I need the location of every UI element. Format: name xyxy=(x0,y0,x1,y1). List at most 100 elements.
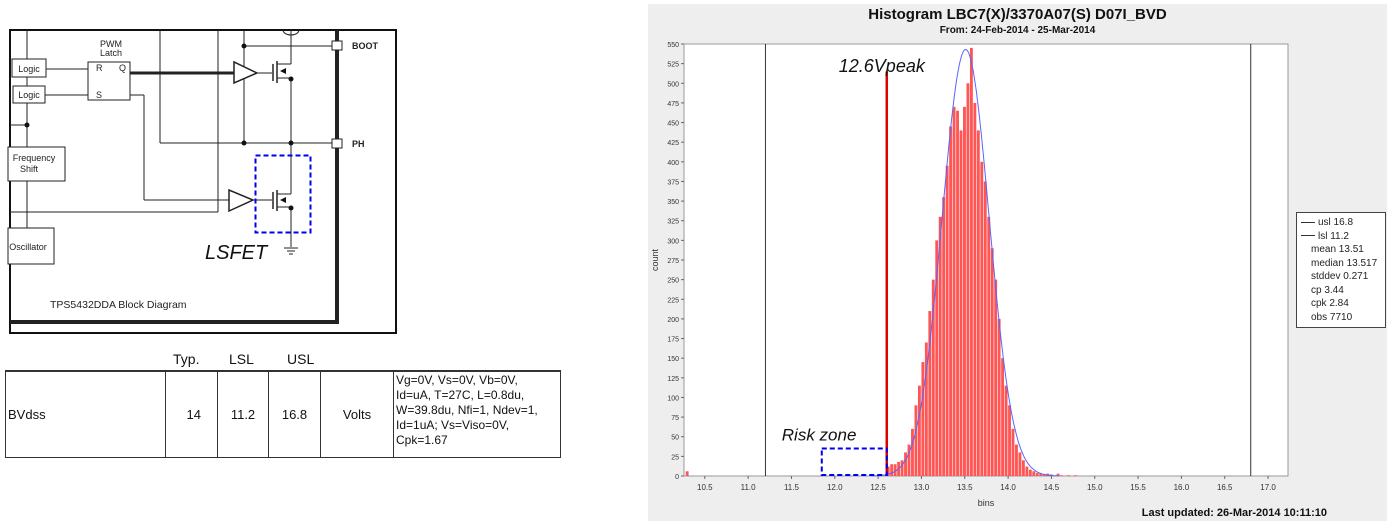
legend-item-stddev: stddev 0.271 xyxy=(1311,271,1369,282)
legend-item-median: median 13.517 xyxy=(1311,257,1378,269)
y-tick-label: 250 xyxy=(667,278,679,285)
y-tick-label: 225 xyxy=(667,297,679,304)
histogram-bar xyxy=(1001,358,1005,476)
y-tick-label: 75 xyxy=(671,415,679,422)
freq-shift-label-2: Shift xyxy=(20,164,39,174)
y-tick-label: 0 xyxy=(675,474,679,481)
y-tick-label: 275 xyxy=(667,258,679,265)
condition-line: Cpk=1.67 xyxy=(396,433,448,447)
latch-r: R xyxy=(96,63,103,73)
legend-item-lsl: lsl 11.2 xyxy=(1297,230,1385,244)
histogram-bar xyxy=(886,466,890,476)
y-tick-label: 200 xyxy=(667,317,679,324)
latch-title-2: Latch xyxy=(100,48,122,58)
histogram-bar xyxy=(973,102,977,476)
histogram-bar xyxy=(994,279,998,476)
header-usl: USL xyxy=(287,351,315,367)
lsfet-highlight-box xyxy=(254,154,312,234)
histogram-panel: Histogram LBC7(X)/3370A07(S) D07I_BVD Fr… xyxy=(648,4,1387,521)
histogram-bar xyxy=(969,47,973,476)
condition-line: Vg=0V, Vs=0V, Vb=0V, xyxy=(396,373,518,387)
histogram-bar xyxy=(990,248,994,476)
y-tick-label: 550 xyxy=(667,42,679,49)
histogram-bar xyxy=(1035,472,1039,476)
histogram-bar xyxy=(959,130,963,476)
x-tick-label: 14.0 xyxy=(1000,483,1016,492)
lsl-cell: 11.2 xyxy=(217,372,268,457)
histogram-bar xyxy=(938,216,942,477)
legend-label: usl 16.8 xyxy=(1318,217,1354,228)
y-tick-label: 375 xyxy=(667,179,679,186)
y-tick-label: 525 xyxy=(667,62,679,69)
ph-label: PH xyxy=(352,139,365,149)
histogram-bar xyxy=(911,428,914,476)
frequency-shift-block xyxy=(7,146,66,182)
diagram-caption: TPS5432DDA Block Diagram xyxy=(50,299,187,311)
histogram-bar xyxy=(1008,405,1011,476)
y-axis-label: count xyxy=(650,248,660,271)
histogram-bar xyxy=(1011,428,1015,476)
condition-line: Id=uA, T=27C, L=0.8du, xyxy=(396,388,525,402)
y-tick-label: 125 xyxy=(667,376,679,383)
boot-label: BOOT xyxy=(352,41,379,51)
header-lsl: LSL xyxy=(229,351,254,367)
ph-pin xyxy=(331,138,343,149)
y-tick-label: 475 xyxy=(667,101,679,108)
y-tick-label: 50 xyxy=(671,435,679,442)
x-tick-label: 13.0 xyxy=(914,483,930,492)
y-tick-label: 350 xyxy=(667,199,679,206)
histogram-bar xyxy=(1015,444,1018,476)
histogram-bar xyxy=(949,126,953,477)
risk-zone-box xyxy=(820,447,888,477)
y-tick-label: 400 xyxy=(667,160,679,167)
usl-line-swatch xyxy=(1301,221,1315,223)
y-tick-label: 425 xyxy=(667,140,679,147)
y-tick-label: 25 xyxy=(671,454,679,461)
ls-driver-icon xyxy=(228,188,255,213)
y-tick-label: 450 xyxy=(667,121,679,128)
histogram-bar xyxy=(1028,469,1032,476)
usl-cell: 16.8 xyxy=(268,372,320,457)
histogram-bar xyxy=(945,165,949,476)
histogram-bar xyxy=(904,452,907,476)
histogram-bar xyxy=(914,405,918,476)
logic-block-2 xyxy=(12,85,46,104)
logic-block-1 xyxy=(11,58,47,78)
histogram-bar xyxy=(685,471,689,476)
histogram-bar xyxy=(983,181,987,477)
x-tick-label: 14.5 xyxy=(1044,483,1060,492)
histogram-bar xyxy=(1021,460,1025,476)
ground-icon xyxy=(284,247,298,255)
latch-q: Q xyxy=(119,63,126,73)
histogram-plot: 0 25 50 75 100 125 150 175 200 225 250 275 300 325 350… xyxy=(650,42,1289,508)
boot-pin xyxy=(331,40,343,51)
risk-zone-label: Risk zone xyxy=(782,426,857,445)
histogram-bar xyxy=(1032,471,1036,476)
histogram-bar xyxy=(890,464,894,476)
logic-label-2: Logic xyxy=(18,90,40,100)
unit-cell: Volts xyxy=(320,372,393,457)
legend-item-cpk: cpk 2.84 xyxy=(1311,298,1349,309)
x-tick-label: 11.5 xyxy=(784,483,800,492)
histogram-bar xyxy=(1060,475,1063,476)
histogram-bar xyxy=(980,161,984,476)
param-cell: BVdss xyxy=(5,372,165,457)
conditions-cell: Vg=0V, Vs=0V, Vb=0V, Id=uA, T=27C, L=0.8… xyxy=(393,372,561,457)
y-tick-label: 300 xyxy=(667,238,679,245)
chart-subtitle: From: 24-Feb-2014 - 25-Mar-2014 xyxy=(939,25,1096,36)
condition-line: W=39.8du, Nfi=1, Ndev=1, xyxy=(396,403,538,417)
x-tick-label: 17.0 xyxy=(1260,483,1276,492)
histogram-bar xyxy=(963,106,966,476)
legend: usl 16.8 lsl 11.2 mean 13.51 median 13.5… xyxy=(1296,212,1386,328)
oscillator-block xyxy=(7,227,55,265)
histogram-bar xyxy=(924,342,928,476)
histogram-bar xyxy=(1042,474,1046,476)
legend-item-cp: cp 3.44 xyxy=(1311,284,1344,296)
histogram-bar xyxy=(1004,385,1008,476)
y-tick-label: 175 xyxy=(667,337,679,344)
block-diagram: Logic Logic PWM Latch R Q S Frequency Sh… xyxy=(7,29,397,334)
x-tick-label: 11.0 xyxy=(741,483,757,492)
latch-title-1: PWM xyxy=(100,39,122,49)
y-tick-label: 325 xyxy=(667,219,679,226)
latch-s: S xyxy=(96,90,102,100)
